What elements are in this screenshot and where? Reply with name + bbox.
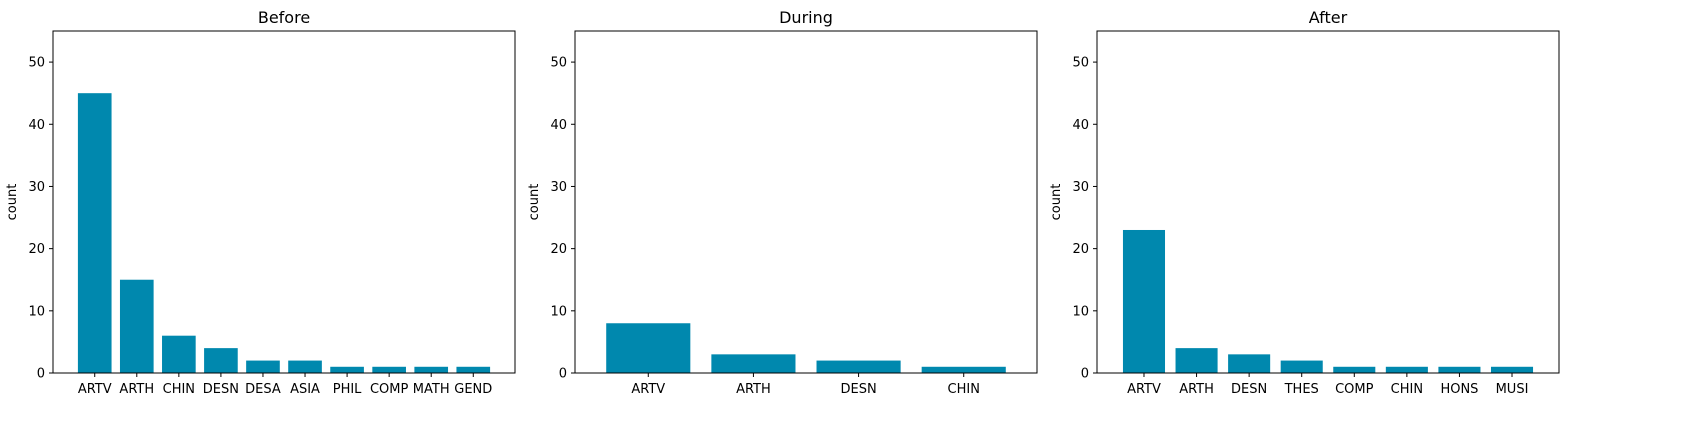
x-tick-label: COMP (1335, 382, 1374, 397)
y-tick-label: 20 (28, 242, 45, 257)
subplot-3: After ARTV ARTH DESN THES COMP CHIN HONS MUSI 0 10… (1049, 8, 1560, 397)
y-tick-label: 50 (550, 56, 567, 71)
bar-desn (204, 348, 238, 373)
bar-arth (711, 354, 796, 373)
x-tick-label: PHIL (333, 382, 362, 397)
x-tick-label: MUSI (1496, 382, 1529, 397)
chart-title: During (779, 8, 833, 27)
x-tick-label: GEND (454, 382, 492, 397)
x-tick-label: HONS (1440, 382, 1478, 397)
x-tick-label: ARTH (736, 382, 771, 397)
y-tick-label: 30 (28, 180, 45, 195)
bar-chin (921, 366, 1006, 373)
x-tick-label: DESA (245, 382, 281, 397)
y-axis-label: count (527, 184, 542, 221)
bar-musi (1490, 366, 1534, 373)
bar-arth (1175, 348, 1218, 373)
y-tick-label: 0 (37, 367, 45, 382)
plot-frame (574, 30, 1038, 374)
y-tick-label: 50 (28, 56, 45, 71)
y-tick-label: 30 (1072, 180, 1089, 195)
chart-title: After (1309, 8, 1348, 27)
y-tick-label: 0 (559, 367, 567, 382)
bar-asia (288, 360, 322, 373)
bar-desn (1228, 354, 1271, 373)
x-tick-label: MATH (413, 382, 450, 397)
bar-gend (456, 366, 491, 373)
bar-desa (246, 360, 280, 373)
x-tick-label: CHIN (1391, 382, 1423, 397)
y-tick-label: 20 (550, 242, 567, 257)
bar-chin (1385, 366, 1428, 373)
x-tick-label: ARTV (1127, 382, 1161, 397)
subplot-2: During ARTV ARTH DESN CHIN 0 10 20 30 40 50 count (527, 8, 1038, 397)
x-tick-label: DESN (203, 382, 239, 397)
x-tick-label: CHIN (948, 382, 980, 397)
plot-frame (1096, 30, 1560, 374)
y-axis-label: count (1049, 184, 1064, 221)
bar-phil (330, 366, 364, 373)
y-tick-label: 0 (1081, 367, 1089, 382)
y-tick-label: 40 (1072, 118, 1089, 133)
y-tick-label: 40 (28, 118, 45, 133)
bar-chin (162, 335, 196, 373)
bar-comp (1333, 366, 1376, 373)
y-tick-label: 10 (550, 304, 567, 319)
x-tick-label: CHIN (163, 382, 195, 397)
y-tick-label: 10 (28, 304, 45, 319)
bar-artv (606, 323, 691, 373)
x-tick-label: ARTV (78, 382, 112, 397)
y-tick-label: 20 (1072, 242, 1089, 257)
x-tick-label: DESN (1231, 382, 1267, 397)
x-tick-label: ASIA (290, 382, 320, 397)
y-tick-label: 50 (1072, 56, 1089, 71)
bar-math (414, 366, 449, 373)
x-tick-label: COMP (370, 382, 409, 397)
bar-artv (1122, 229, 1166, 373)
bar-arth (119, 279, 154, 373)
x-tick-label: ARTV (631, 382, 665, 397)
x-tick-label: DESN (840, 382, 876, 397)
bar-desn (816, 360, 901, 373)
bar-hons (1438, 366, 1481, 373)
y-tick-label: 10 (1072, 304, 1089, 319)
y-tick-label: 30 (550, 180, 567, 195)
subplot-1: Before ARTV ARTH CHIN DESN DESA ASIA PHIL COMP MA… (5, 8, 516, 397)
x-tick-label: ARTH (119, 382, 154, 397)
y-axis-label: count (5, 184, 20, 221)
y-tick-label: 40 (550, 118, 567, 133)
plot-frame (52, 30, 516, 374)
bar-comp (372, 366, 406, 373)
bar-artv (77, 93, 112, 373)
x-tick-label: THES (1284, 382, 1319, 397)
bar-thes (1280, 360, 1323, 373)
chart-title: Before (258, 8, 310, 27)
x-tick-label: ARTH (1179, 382, 1214, 397)
